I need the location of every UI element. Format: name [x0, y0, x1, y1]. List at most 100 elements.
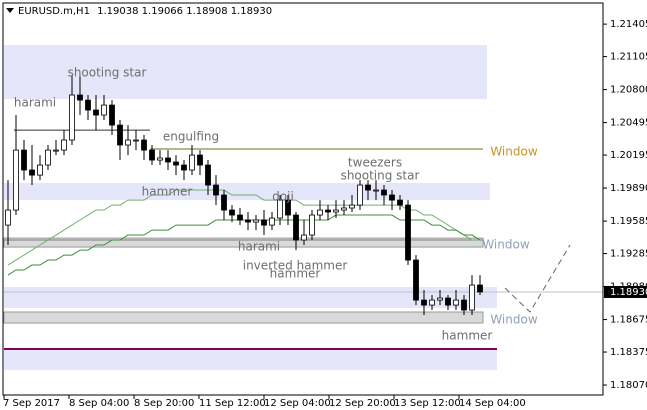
candle-body	[173, 161, 179, 166]
close-price: 1.18930	[231, 6, 272, 17]
candle-body	[269, 217, 275, 226]
candle-body	[421, 299, 427, 306]
x-tick-label: 12 Sep 20:00	[329, 398, 396, 409]
candle-body	[261, 219, 267, 226]
y-tick-label: 1.19890	[610, 183, 647, 194]
candle-body	[325, 209, 331, 213]
y-tick-label: 1.20495	[610, 118, 647, 129]
candle-body	[109, 104, 115, 126]
x-tick-label: 12 Sep 04:00	[264, 398, 331, 409]
candle-body	[237, 214, 243, 221]
annotation: shooting star	[341, 169, 420, 183]
candle-body	[405, 204, 411, 261]
candle-body	[37, 164, 43, 176]
candle-body	[469, 284, 475, 311]
candle-body	[29, 169, 35, 176]
candle-body	[85, 99, 91, 111]
y-tick-label: 1.19285	[610, 249, 647, 260]
annotation: harami	[238, 240, 280, 254]
annotation: inverted hammer	[243, 259, 348, 273]
candle-body	[277, 199, 283, 219]
annotation: engulfing	[163, 130, 219, 144]
y-tick-label: 1.21405	[610, 19, 647, 30]
candle-body	[461, 299, 467, 311]
candle-body	[309, 214, 315, 236]
y-tick-label: 1.20800	[610, 85, 647, 96]
candle-body	[157, 157, 163, 161]
projection-line	[504, 244, 571, 313]
candle-body	[229, 209, 235, 216]
symbol: EURUSD.m,H1	[18, 6, 90, 17]
candle-body	[301, 234, 307, 241]
candle-body	[101, 104, 107, 116]
candle-body	[437, 297, 443, 301]
candle-body	[221, 194, 227, 211]
candle-body	[357, 184, 363, 206]
x-tick-label: 11 Sep 12:00	[199, 398, 266, 409]
annotation: doji	[272, 190, 294, 204]
current-price-box	[604, 285, 647, 298]
current-price-label: 1.18930	[610, 287, 647, 298]
candle-body	[149, 149, 155, 161]
candle-body	[205, 164, 211, 186]
candle-body	[349, 204, 355, 209]
candle-body	[117, 124, 123, 146]
y-tick-label: 1.18070	[610, 380, 647, 391]
candle-body	[397, 199, 403, 206]
moving-average	[7, 214, 481, 276]
candle-body	[21, 149, 27, 171]
candle-body	[477, 284, 483, 293]
candle-body	[189, 154, 195, 171]
candle-body	[293, 214, 299, 241]
y-tick-label: 1.19585	[610, 216, 647, 227]
zone	[3, 237, 484, 248]
candle-body	[453, 299, 459, 306]
annotation: harami	[14, 96, 56, 110]
x-tick-label: 13 Sep 12:00	[394, 398, 461, 409]
menu-icon	[6, 8, 14, 13]
candle-body	[333, 209, 339, 213]
candle-body	[413, 259, 419, 301]
candle-body	[373, 189, 379, 192]
zone	[4, 350, 497, 371]
candle-body	[165, 157, 171, 163]
candle-body	[13, 149, 19, 211]
candle-body	[285, 199, 291, 216]
high-price: 1.19066	[142, 6, 183, 17]
annotation: hammer	[142, 185, 193, 199]
candle-body	[77, 94, 83, 101]
candle-body	[69, 94, 75, 141]
plot-frame	[2, 2, 604, 396]
annotation: hammer	[270, 267, 321, 281]
zone	[4, 45, 487, 100]
open-price: 1.19038	[97, 6, 138, 17]
candle-body	[253, 219, 259, 223]
candle-body	[133, 139, 139, 142]
candle-body	[389, 194, 395, 201]
annotation: hammer	[442, 329, 493, 343]
candle-body	[429, 299, 435, 306]
moving-average	[7, 189, 480, 266]
candle-body	[213, 184, 219, 196]
candle-body	[445, 297, 451, 306]
candle-body	[45, 149, 51, 166]
annotation: tweezers	[348, 156, 402, 170]
annotation: Window	[490, 145, 538, 159]
candle-body	[181, 164, 187, 171]
candle-body	[317, 209, 323, 216]
candle-body	[5, 209, 11, 226]
header: EURUSD.m,H1 1.19038 1.19066 1.18908 1.18…	[18, 6, 272, 17]
annotation: Window	[490, 313, 538, 327]
y-tick-label: 1.18675	[610, 315, 647, 326]
candle-body	[125, 139, 131, 146]
x-tick-label: 8 Sep 04:00	[69, 398, 129, 409]
y-tick-label: 1.20195	[610, 150, 647, 161]
zone	[3, 311, 484, 324]
low-price: 1.18908	[186, 6, 227, 17]
candle-body	[197, 154, 203, 166]
candle-body	[53, 149, 59, 152]
candle-body	[141, 139, 147, 151]
y-tick-label: 1.21105	[610, 52, 647, 63]
annotation: Window	[482, 238, 530, 252]
